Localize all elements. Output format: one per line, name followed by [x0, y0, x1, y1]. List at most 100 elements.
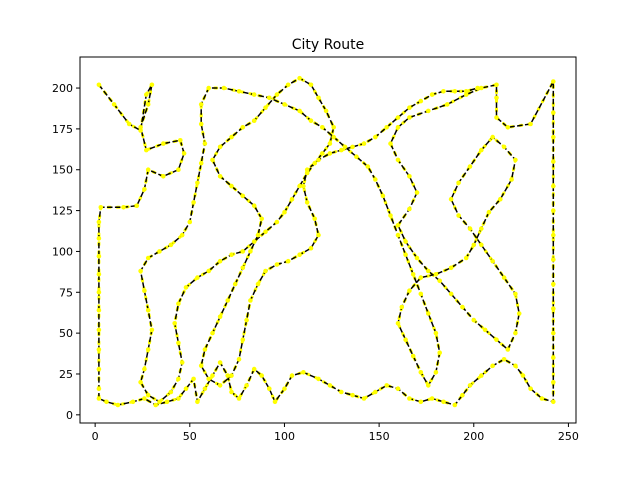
city-point [551, 159, 556, 164]
city-point [467, 226, 473, 231]
city-point [191, 376, 196, 382]
city-point [217, 360, 223, 365]
city-point [168, 242, 174, 248]
city-point [225, 373, 230, 378]
city-point [501, 357, 507, 362]
city-point [176, 376, 181, 382]
city-point [395, 232, 401, 238]
city-point [407, 115, 412, 120]
city-point [115, 402, 121, 408]
city-point [471, 317, 477, 323]
y-tick-label: 150 [52, 164, 73, 177]
city-point [456, 180, 461, 186]
city-point [479, 147, 484, 153]
city-point [221, 85, 227, 91]
city-point [210, 157, 215, 163]
city-point [229, 373, 234, 378]
city-point [179, 360, 185, 365]
city-point [225, 298, 230, 303]
city-point [429, 396, 435, 401]
city-point [331, 125, 337, 130]
city-point [308, 118, 314, 123]
city-point [244, 383, 249, 388]
city-point [463, 92, 469, 97]
city-point [486, 209, 492, 215]
city-point [448, 265, 454, 271]
x-tick-label: 0 [92, 430, 99, 443]
city-point [528, 386, 533, 392]
city-point [96, 327, 102, 333]
city-point [263, 268, 268, 274]
city-point [551, 399, 556, 405]
city-point [195, 399, 200, 405]
city-point [145, 308, 151, 313]
city-point [96, 396, 102, 401]
city-point [308, 245, 314, 251]
city-point [217, 174, 223, 179]
axes-layer: 0 50 100 150 200 250 0 25 50 75 100 125 150 175 200 [52, 56, 579, 443]
city-point [153, 402, 158, 408]
city-point [191, 200, 196, 205]
city-point [516, 311, 522, 316]
city-point [144, 92, 149, 97]
city-point [528, 121, 533, 127]
city-point [183, 386, 189, 392]
city-point [301, 370, 306, 375]
city-point [142, 187, 147, 192]
city-point [316, 376, 321, 382]
city-point [138, 268, 143, 274]
city-point [479, 242, 484, 248]
city-point [520, 373, 526, 378]
city-point [426, 268, 431, 274]
city-point [285, 258, 291, 264]
city-point [350, 144, 355, 150]
city-point [263, 105, 268, 110]
city-point [176, 340, 181, 346]
city-point [490, 134, 496, 140]
city-point [164, 399, 170, 405]
city-point [513, 363, 518, 369]
city-point [202, 386, 208, 392]
city-point [145, 255, 151, 261]
city-point [448, 291, 454, 297]
city-point [217, 258, 223, 264]
city-point [407, 396, 412, 401]
city-point [399, 304, 405, 310]
city-point [202, 141, 208, 146]
city-point [471, 242, 477, 248]
route-line [98, 77, 555, 406]
y-tick-label: 25 [59, 368, 73, 381]
city-point [282, 209, 287, 215]
y-tick-label: 75 [59, 286, 73, 299]
city-point [494, 337, 499, 343]
city-point [463, 255, 469, 261]
city-point [157, 399, 162, 405]
city-point [494, 82, 499, 88]
city-point [198, 160, 204, 166]
city-point [96, 219, 102, 225]
city-point [263, 229, 268, 235]
city-point [96, 308, 102, 313]
city-point [206, 85, 211, 91]
city-point [327, 151, 333, 156]
city-point [361, 141, 367, 146]
city-point [304, 170, 310, 176]
city-point [426, 311, 431, 316]
city-point [304, 200, 310, 205]
city-point [354, 154, 359, 159]
city-point [350, 392, 355, 398]
x-tick-label: 100 [274, 430, 295, 443]
city-point [551, 257, 556, 262]
city-point [195, 180, 200, 186]
city-point [320, 125, 325, 130]
city-point [426, 383, 431, 388]
city-point [285, 82, 291, 88]
city-point [142, 288, 147, 294]
city-point [384, 383, 390, 388]
axes-frame [79, 56, 577, 424]
city-point [96, 82, 102, 88]
city-point [403, 239, 408, 244]
city-point [414, 190, 420, 195]
y-tick-label: 0 [66, 409, 73, 422]
